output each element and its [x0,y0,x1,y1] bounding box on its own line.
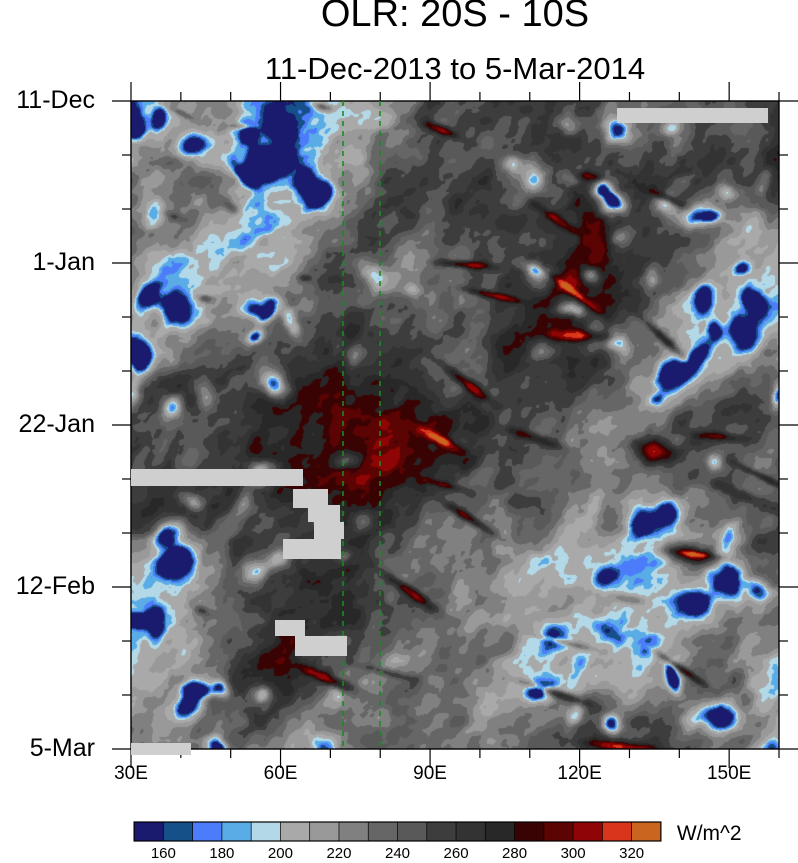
svg-text:320: 320 [619,845,644,862]
svg-text:220: 220 [326,845,351,862]
svg-text:260: 260 [444,845,469,862]
svg-text:280: 280 [502,845,527,862]
svg-text:W/m^2: W/m^2 [677,822,742,845]
svg-text:200: 200 [268,845,293,862]
svg-text:160: 160 [151,845,176,862]
svg-text:180: 180 [209,845,234,862]
svg-text:240: 240 [385,845,410,862]
svg-text:300: 300 [561,845,586,862]
